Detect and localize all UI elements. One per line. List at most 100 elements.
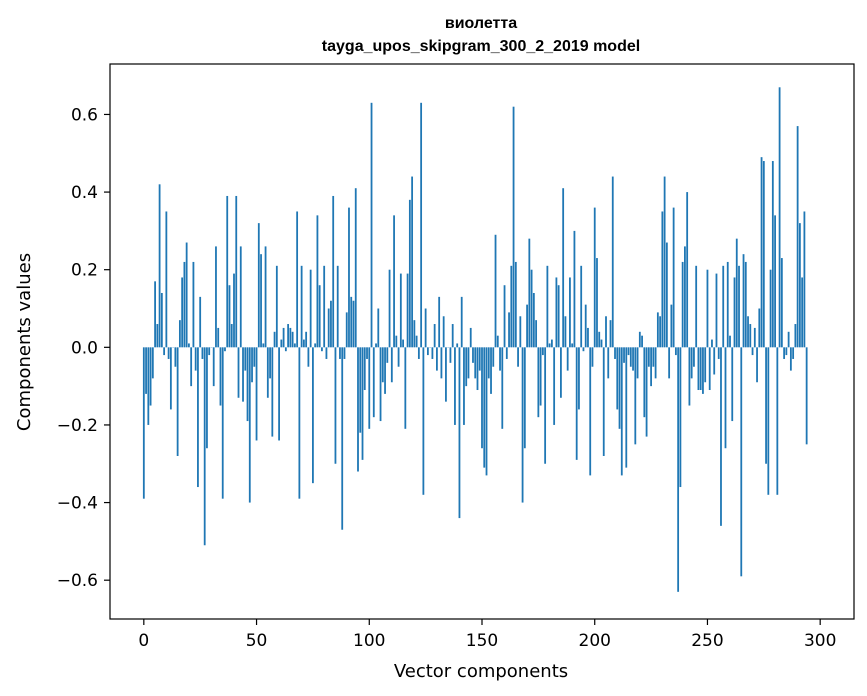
bar-264 [738, 265, 740, 348]
bar-265 [740, 347, 743, 577]
bar-157 [496, 335, 499, 348]
bar-97 [361, 347, 364, 460]
bar-62 [282, 327, 285, 348]
bar-90 [345, 312, 348, 348]
bar-231 [663, 176, 666, 348]
bar-221 [641, 335, 643, 348]
bar-132 [440, 347, 443, 379]
bar-133 [442, 316, 445, 348]
bar-41 [235, 195, 238, 348]
bar-273 [758, 308, 761, 348]
bar-287 [789, 347, 792, 371]
bar-69 [298, 347, 301, 499]
bar-173 [532, 292, 535, 348]
bar-256 [720, 347, 722, 526]
bar-253 [713, 347, 716, 375]
bar-51 [257, 223, 260, 348]
bar-225 [650, 347, 652, 387]
bar-140 [458, 347, 461, 519]
bar-109 [388, 269, 391, 348]
bar-207 [609, 320, 612, 348]
bar-35 [221, 347, 224, 499]
bar-95 [357, 347, 359, 472]
bar-81 [325, 347, 328, 359]
bar-206 [607, 347, 610, 379]
bar-236 [674, 347, 677, 356]
bar-92 [350, 296, 353, 348]
x-tick-label-150: 150 [466, 631, 498, 651]
bar-103 [375, 343, 377, 348]
bar-66 [291, 331, 294, 348]
bar-61 [280, 339, 283, 348]
bar-93 [352, 300, 355, 348]
bar-212 [620, 347, 623, 476]
bar-177 [541, 347, 544, 356]
bar-143 [465, 347, 468, 387]
bar-163 [510, 265, 513, 348]
bar-277 [767, 347, 770, 495]
bar-197 [587, 327, 589, 348]
bar-192 [575, 347, 578, 460]
bar-182 [553, 347, 556, 425]
bar-242 [688, 347, 691, 406]
bar-160 [503, 285, 506, 348]
bar-119 [411, 176, 414, 348]
bar-224 [647, 347, 650, 367]
bar-142 [463, 347, 465, 425]
bar-258 [724, 347, 727, 449]
bar-76 [314, 343, 317, 348]
y-tick-label-6: 0.6 [71, 105, 98, 125]
bar-159 [501, 347, 504, 429]
bar-122 [417, 347, 420, 359]
x-tick-label-300: 300 [804, 631, 836, 651]
y-axis-label: Components values [14, 253, 35, 431]
bar-48 [251, 347, 253, 383]
bar-134 [445, 347, 447, 402]
bar-151 [483, 347, 486, 468]
bar-12 [169, 347, 172, 410]
bar-124 [422, 347, 425, 495]
bar-198 [589, 347, 592, 476]
bar-11 [167, 347, 170, 359]
bar-210 [616, 347, 619, 410]
bar-87 [339, 347, 341, 359]
bar-180 [548, 343, 551, 348]
bar-29 [208, 347, 211, 356]
bar-282 [778, 87, 781, 348]
bar-176 [539, 347, 542, 406]
bar-279 [771, 161, 774, 348]
bar-158 [499, 347, 501, 371]
bar-204 [602, 347, 605, 456]
bar-240 [684, 246, 686, 348]
bar-226 [652, 347, 655, 367]
bar-129 [433, 324, 436, 348]
y-tick-label-2: −0.2 [57, 416, 98, 436]
bar-243 [690, 347, 693, 379]
bar-79 [321, 347, 323, 352]
bar-98 [363, 347, 366, 391]
bars-group [142, 87, 808, 592]
y-axis-ticks: −0.6 −0.4 −0.2 0.0 0.2 0.4 0.6 [57, 105, 110, 591]
bar-222 [643, 347, 646, 418]
bar-188 [566, 347, 569, 371]
bar-196 [584, 304, 587, 348]
bar-8 [160, 292, 163, 348]
bar-113 [397, 347, 400, 367]
bar-25 [199, 296, 202, 348]
bar-40 [233, 273, 235, 348]
bar-181 [550, 339, 553, 348]
bar-120 [413, 320, 416, 348]
bar-141 [460, 296, 463, 348]
bar-77 [316, 215, 319, 348]
bar-162 [508, 312, 510, 348]
bar-106 [381, 347, 384, 383]
bar-292 [801, 277, 804, 348]
bar-185 [560, 347, 562, 398]
bar-116 [404, 347, 407, 429]
bar-136 [449, 347, 452, 363]
bar-94 [354, 188, 357, 348]
y-tick-label-5: 0.4 [71, 183, 98, 203]
bar-255 [717, 347, 720, 359]
bar-260 [729, 335, 731, 348]
bar-172 [530, 269, 533, 348]
